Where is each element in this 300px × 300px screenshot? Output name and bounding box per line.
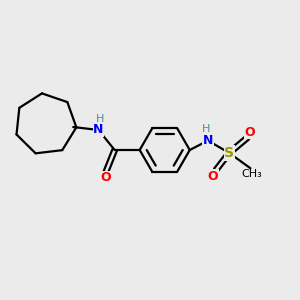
Text: H: H	[202, 124, 211, 134]
Text: H: H	[96, 114, 104, 124]
Text: N: N	[93, 124, 104, 136]
Text: O: O	[100, 172, 111, 184]
Text: N: N	[203, 134, 213, 147]
Text: S: S	[224, 146, 234, 160]
Text: O: O	[244, 126, 255, 139]
Text: O: O	[208, 170, 218, 183]
Text: CH₃: CH₃	[242, 169, 262, 179]
